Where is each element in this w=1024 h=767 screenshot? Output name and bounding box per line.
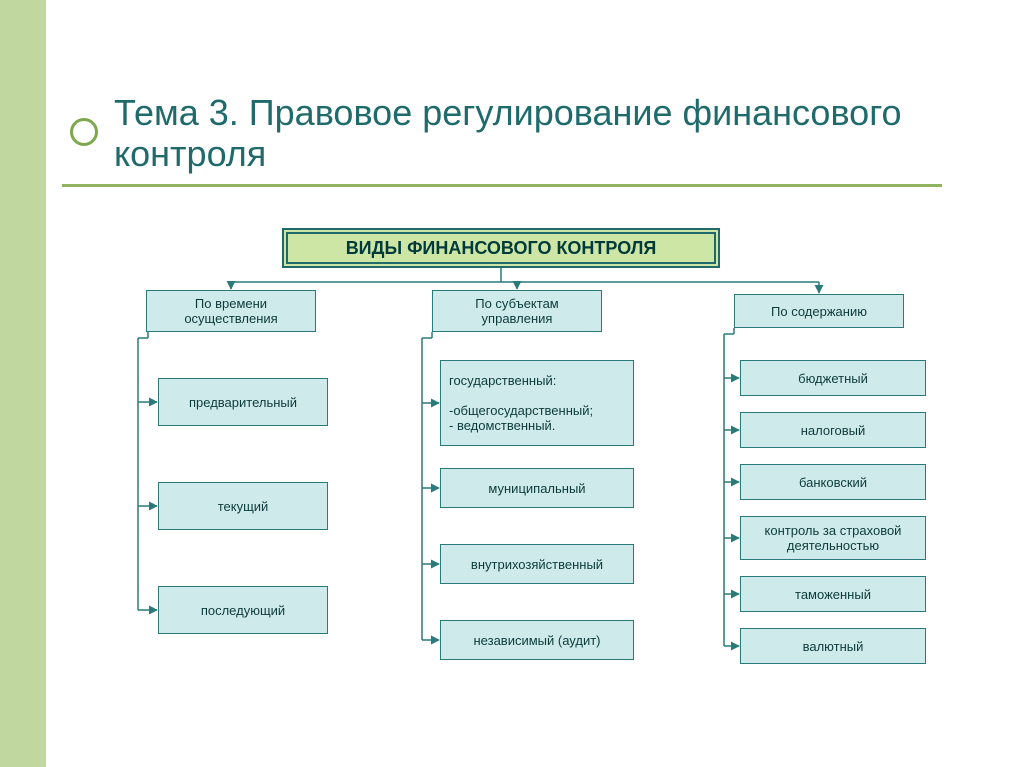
cat-subj-item-3: независимый (аудит) — [440, 620, 634, 660]
cat-subj-item-0: государственный: -общегосударственный; -… — [440, 360, 634, 446]
cat-time-label: По времени осуществления — [155, 296, 307, 326]
cat-cont-item-1: налоговый — [740, 412, 926, 448]
cat-time: По времени осуществления — [146, 290, 316, 332]
root-box: ВИДЫ ФИНАНСОВОГО КОНТРОЛЯ — [282, 228, 720, 268]
cat-time-item-1-label: текущий — [167, 499, 319, 514]
cat-subj-item-1-label: муниципальный — [449, 481, 625, 496]
cat-cont: По содержанию — [734, 294, 904, 328]
cat-subj: По субъектам управления — [432, 290, 602, 332]
cat-cont-item-5: валютный — [740, 628, 926, 664]
cat-time-item-1: текущий — [158, 482, 328, 530]
cat-subj-item-3-label: независимый (аудит) — [449, 633, 625, 648]
root-box-label: ВИДЫ ФИНАНСОВОГО КОНТРОЛЯ — [292, 238, 710, 259]
cat-cont-item-0: бюджетный — [740, 360, 926, 396]
cat-subj-item-2-label: внутрихозяйственный — [449, 557, 625, 572]
cat-cont-item-1-label: налоговый — [749, 423, 917, 438]
cat-subj-item-1: муниципальный — [440, 468, 634, 508]
cat-cont-item-5-label: валютный — [749, 639, 917, 654]
cat-time-item-0-label: предварительный — [167, 395, 319, 410]
cat-subj-item-0-label: государственный: -общегосударственный; -… — [449, 373, 625, 433]
diagram-canvas: ВИДЫ ФИНАНСОВОГО КОНТРОЛЯ По времени осущ… — [0, 0, 1024, 767]
cat-cont-label: По содержанию — [743, 304, 895, 319]
cat-cont-item-3-label: контроль за страховой деятельностью — [749, 523, 917, 553]
cat-cont-item-2-label: банковский — [749, 475, 917, 490]
cat-subj-item-2: внутрихозяйственный — [440, 544, 634, 584]
cat-time-item-2: последующий — [158, 586, 328, 634]
cat-time-item-2-label: последующий — [167, 603, 319, 618]
cat-cont-item-4-label: таможенный — [749, 587, 917, 602]
cat-time-item-0: предварительный — [158, 378, 328, 426]
cat-cont-item-2: банковский — [740, 464, 926, 500]
cat-cont-item-0-label: бюджетный — [749, 371, 917, 386]
cat-cont-item-3: контроль за страховой деятельностью — [740, 516, 926, 560]
cat-cont-item-4: таможенный — [740, 576, 926, 612]
cat-subj-label: По субъектам управления — [441, 296, 593, 326]
